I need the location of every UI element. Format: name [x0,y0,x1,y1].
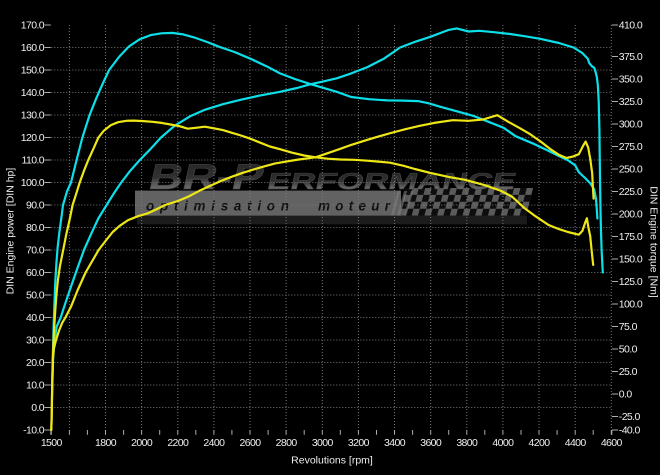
svg-text:2400: 2400 [203,437,225,449]
svg-text:200.0: 200.0 [619,209,643,221]
svg-text:4000: 4000 [492,437,514,449]
svg-text:2800: 2800 [276,437,298,449]
svg-text:20.0: 20.0 [26,357,45,369]
svg-text:0.0: 0.0 [31,402,45,414]
svg-text:350.0: 350.0 [619,74,643,86]
svg-text:30.0: 30.0 [26,335,45,347]
svg-text:10.0: 10.0 [26,380,45,392]
svg-text:40.0: 40.0 [26,312,45,324]
svg-text:100.0: 100.0 [21,177,45,189]
svg-text:Revolutions [rpm]: Revolutions [rpm] [291,455,373,467]
svg-text:375.0: 375.0 [619,51,643,63]
svg-text:2600: 2600 [240,437,262,449]
svg-text:4600: 4600 [601,437,623,449]
svg-text:75.0: 75.0 [619,321,638,333]
svg-text:90.0: 90.0 [26,200,45,212]
svg-text:ERFORMANCE: ERFORMANCE [265,168,519,194]
svg-text:4400: 4400 [565,437,587,449]
svg-text:130.0: 130.0 [21,110,45,122]
svg-text:50.0: 50.0 [26,290,45,302]
svg-text:-40.0: -40.0 [619,425,641,437]
svg-text:1800: 1800 [95,437,117,449]
svg-text:110.0: 110.0 [22,155,45,167]
svg-text:275.0: 275.0 [619,141,643,153]
svg-text:150.0: 150.0 [21,65,45,77]
svg-text:300.0: 300.0 [619,119,643,131]
svg-text:3200: 3200 [348,437,370,449]
svg-text:170.0: 170.0 [21,20,45,32]
svg-text:BR-P: BR-P [145,156,268,196]
svg-text:-10.0: -10.0 [23,425,45,437]
svg-text:3000: 3000 [312,437,334,449]
svg-text:25.0: 25.0 [619,366,638,378]
svg-text:-25.0: -25.0 [619,411,641,423]
svg-text:0.0: 0.0 [619,389,633,401]
svg-text:3600: 3600 [420,437,442,449]
svg-text:3800: 3800 [456,437,478,449]
svg-text:175.0: 175.0 [619,231,643,243]
svg-text:DIN Engine power [DIN hp]: DIN Engine power [DIN hp] [5,168,17,295]
svg-text:160.0: 160.0 [21,42,45,54]
svg-text:4200: 4200 [529,437,551,449]
svg-text:225.0: 225.0 [619,186,643,198]
svg-text:250.0: 250.0 [619,164,643,176]
svg-text:50.0: 50.0 [619,344,638,356]
svg-text:2000: 2000 [131,437,153,449]
svg-text:150.0: 150.0 [619,254,643,266]
svg-text:410.0: 410.0 [619,20,643,32]
svg-text:125.0: 125.0 [619,276,643,288]
svg-text:140.0: 140.0 [21,87,45,99]
svg-text:70.0: 70.0 [26,245,45,257]
svg-text:3400: 3400 [384,437,406,449]
svg-text:1500: 1500 [41,437,63,449]
svg-text:60.0: 60.0 [26,267,45,279]
svg-text:325.0: 325.0 [619,96,643,108]
svg-text:80.0: 80.0 [26,222,45,234]
svg-text:DIN Engine torque [Nm]: DIN Engine torque [Nm] [648,186,660,298]
svg-text:2200: 2200 [167,437,189,449]
svg-text:120.0: 120.0 [21,132,45,144]
svg-text:100.0: 100.0 [619,299,643,311]
